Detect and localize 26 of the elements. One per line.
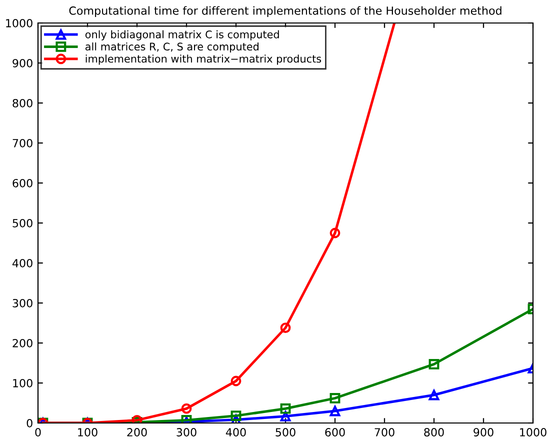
x-tick-label: 100 bbox=[78, 428, 98, 436]
y-tick-label: 800 bbox=[12, 98, 32, 108]
x-tick-label: 800 bbox=[424, 428, 444, 436]
x-tick-label: 900 bbox=[474, 428, 494, 436]
y-tick-label: 600 bbox=[12, 178, 32, 188]
y-tick-label: 0 bbox=[26, 418, 32, 428]
x-tick-label: 500 bbox=[276, 428, 296, 436]
y-tick-label: 900 bbox=[12, 58, 32, 68]
x-tick-label: 400 bbox=[226, 428, 246, 436]
y-tick-label: 200 bbox=[12, 338, 32, 348]
x-tick-label: 300 bbox=[176, 428, 196, 436]
y-tick-label: 700 bbox=[12, 138, 32, 148]
x-tick-label: 200 bbox=[127, 428, 147, 436]
legend-label: all matrices R, C, S are computed bbox=[86, 42, 258, 53]
y-tick-label: 300 bbox=[12, 298, 32, 308]
legend-label: only bidiagonal matrix C is computed bbox=[85, 30, 279, 40]
x-tick-label: 1000 bbox=[520, 428, 546, 436]
y-tick-label: 500 bbox=[12, 218, 32, 228]
x-tick-label: 700 bbox=[374, 428, 394, 436]
y-tick-label: 400 bbox=[12, 258, 32, 268]
x-tick-label: 600 bbox=[325, 428, 345, 436]
x-tick-label: 0 bbox=[35, 428, 41, 436]
y-tick-label: 100 bbox=[13, 378, 32, 388]
legend-label: implementation with matrix−matrix products bbox=[86, 54, 322, 65]
y-tick-label: 1000 bbox=[6, 18, 32, 28]
chart-title: Computational time for different implementations of the Householder method bbox=[69, 6, 502, 17]
